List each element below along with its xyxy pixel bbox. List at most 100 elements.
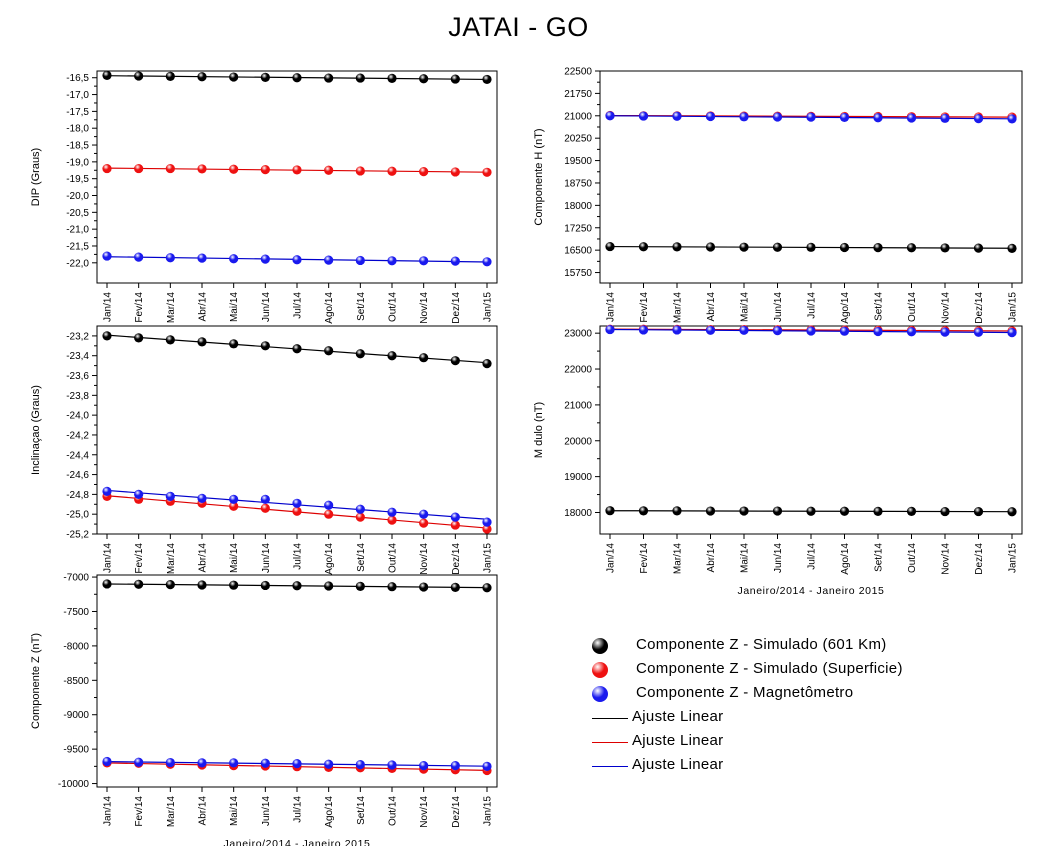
x-axis-label: Janeiro/2014 - Janeiro 2015 xyxy=(224,838,371,846)
data-point xyxy=(906,327,917,337)
data-point xyxy=(806,242,816,252)
data-point xyxy=(638,111,649,121)
y-tick-label: -18,0 xyxy=(66,124,89,135)
x-tick-label: Ago/14 xyxy=(840,543,851,575)
x-tick-label: Mai/14 xyxy=(229,292,240,322)
data-point xyxy=(1007,507,1017,517)
x-tick-label: Jan/15 xyxy=(1008,292,1019,322)
x-tick-label: Jul/14 xyxy=(293,796,304,823)
x-tick-label: Ago/14 xyxy=(840,292,851,324)
data-point xyxy=(324,346,334,356)
figure-title: JATAI - GO xyxy=(448,12,589,42)
data-point xyxy=(165,335,175,345)
data-point xyxy=(102,486,112,497)
data-point xyxy=(772,242,783,252)
data-point xyxy=(134,252,144,262)
x-tick-label: Mar/14 xyxy=(166,796,177,828)
data-point xyxy=(705,111,716,122)
data-point xyxy=(260,254,270,264)
x-tick-label: Nov/14 xyxy=(419,796,430,828)
y-tick-label: 22500 xyxy=(564,67,592,78)
data-point xyxy=(387,507,397,517)
x-tick-label: Out/14 xyxy=(907,543,918,573)
data-point xyxy=(292,506,302,516)
data-point xyxy=(873,243,883,253)
y-tick-label: 20000 xyxy=(564,436,592,447)
data-point xyxy=(419,761,429,771)
y-tick-label: 15750 xyxy=(564,268,592,279)
data-point xyxy=(165,71,175,81)
data-point xyxy=(260,341,270,351)
x-tick-label: Jan/14 xyxy=(103,796,114,826)
data-point xyxy=(165,253,175,263)
data-point xyxy=(260,164,270,175)
data-point xyxy=(355,581,365,591)
data-point xyxy=(292,344,302,354)
y-tick-label: -24,2 xyxy=(66,430,89,441)
data-point xyxy=(165,163,175,174)
data-point xyxy=(973,243,984,253)
data-point xyxy=(772,112,783,122)
data-point xyxy=(229,254,239,264)
data-point xyxy=(229,72,239,82)
data-point xyxy=(839,326,850,336)
data-point xyxy=(197,253,207,263)
y-tick-label: -7500 xyxy=(63,607,89,618)
data-point xyxy=(705,506,716,516)
x-tick-label: Mai/14 xyxy=(740,292,751,322)
data-point xyxy=(134,163,144,174)
data-point xyxy=(450,512,460,522)
data-point xyxy=(739,242,749,252)
data-point xyxy=(260,580,270,591)
x-tick-label: Out/14 xyxy=(388,796,399,826)
data-point xyxy=(355,166,365,176)
y-tick-label: 19500 xyxy=(564,156,592,167)
y-axis-label: Inclinaçao (Graus) xyxy=(30,385,42,475)
data-point xyxy=(197,493,207,503)
y-tick-label: -17,5 xyxy=(66,107,89,118)
x-tick-label: Fev/14 xyxy=(134,796,145,827)
x-tick-label: Nov/14 xyxy=(419,543,430,575)
data-point xyxy=(482,74,492,85)
y-tick-label: -10000 xyxy=(58,779,90,790)
plot-dip-graus: -16,5 -17,0 -17,5 -18,0 -18,5 -19,0 -19,5 -20,0… xyxy=(30,70,498,324)
data-point xyxy=(355,255,365,266)
data-point xyxy=(605,111,615,121)
data-point xyxy=(387,73,397,84)
x-tick-label: Set/14 xyxy=(874,543,885,572)
data-point xyxy=(705,242,716,252)
legend-label: Componente Z - Magnetômetro xyxy=(636,684,854,701)
data-point xyxy=(450,356,460,366)
data-point xyxy=(873,326,883,337)
x-tick-label: Set/14 xyxy=(356,292,367,321)
data-point xyxy=(672,325,682,335)
data-point xyxy=(638,242,649,252)
data-point xyxy=(355,73,365,83)
y-tick-label: 21750 xyxy=(564,89,592,100)
x-tick-label: Abr/14 xyxy=(198,543,209,573)
data-point xyxy=(806,506,816,516)
data-point xyxy=(165,491,175,501)
data-point xyxy=(134,757,144,767)
data-point xyxy=(605,324,615,335)
data-point xyxy=(739,506,749,516)
data-point xyxy=(1007,243,1017,253)
x-tick-label: Nov/14 xyxy=(941,292,952,324)
data-point xyxy=(292,255,302,265)
data-point xyxy=(260,758,270,768)
data-point xyxy=(419,353,429,363)
data-point xyxy=(387,256,397,266)
x-tick-label: Abr/14 xyxy=(706,292,717,322)
data-point xyxy=(324,73,334,83)
legend-line-blue xyxy=(592,766,628,767)
legend-label: Ajuste Linear xyxy=(632,708,724,725)
data-point xyxy=(419,167,429,177)
y-tick-label: -24,6 xyxy=(66,470,89,481)
data-point xyxy=(324,255,334,265)
data-point xyxy=(450,256,460,266)
y-tick-label: 18000 xyxy=(564,201,592,212)
data-point xyxy=(229,501,239,511)
y-axis-label: Componente H (nT) xyxy=(533,128,545,225)
x-tick-label: Ago/14 xyxy=(324,543,335,575)
data-point xyxy=(324,759,334,769)
